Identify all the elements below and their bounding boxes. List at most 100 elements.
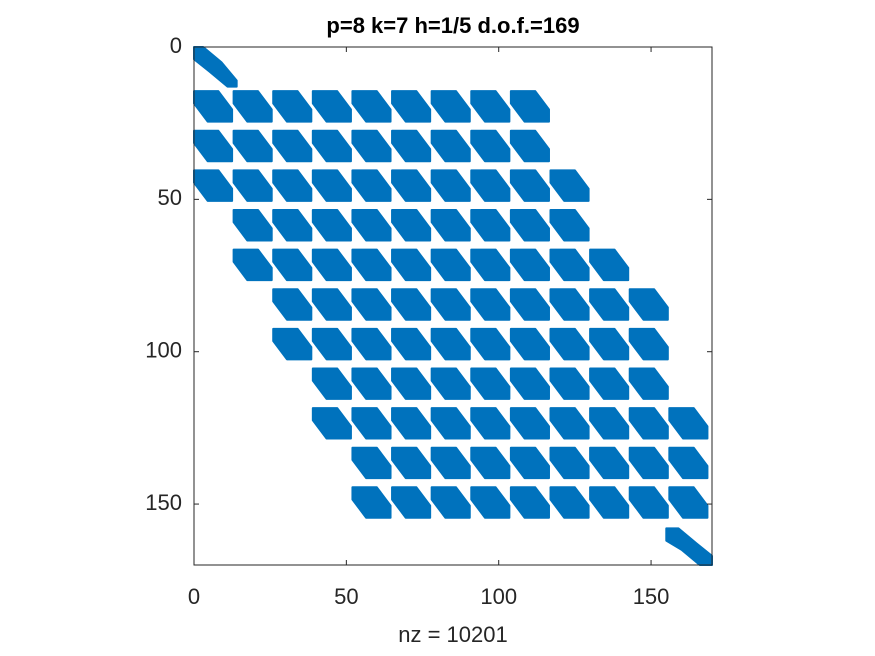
nonzero-block bbox=[549, 288, 590, 321]
nonzero-block bbox=[193, 46, 238, 88]
axes-box bbox=[193, 46, 713, 566]
nonzero-block bbox=[430, 169, 471, 202]
nonzero-block bbox=[430, 407, 471, 440]
nonzero-block bbox=[391, 209, 432, 242]
nonzero-block bbox=[628, 288, 669, 321]
nonzero-block bbox=[628, 407, 669, 440]
nonzero-block bbox=[589, 407, 630, 440]
nonzero-block bbox=[470, 90, 511, 123]
nonzero-block bbox=[589, 367, 630, 400]
nonzero-block bbox=[311, 327, 352, 361]
nonzero-block bbox=[668, 486, 709, 519]
nonzero-block bbox=[311, 129, 352, 163]
nonzero-block bbox=[470, 169, 511, 202]
nonzero-block bbox=[589, 288, 630, 321]
nonzero-block bbox=[509, 486, 550, 519]
nonzero-block bbox=[391, 367, 432, 400]
x-axis-label: nz = 10201 bbox=[398, 622, 507, 647]
nonzero-block bbox=[589, 446, 630, 480]
nonzero-block bbox=[430, 446, 471, 480]
x-tick-label: 0 bbox=[188, 584, 200, 609]
nonzero-block bbox=[549, 327, 590, 361]
nonzero-block bbox=[509, 327, 550, 361]
nonzero-block bbox=[470, 248, 511, 282]
y-tick-label: 150 bbox=[145, 490, 182, 515]
nonzero-block bbox=[549, 169, 590, 202]
nonzero-block bbox=[470, 327, 511, 361]
nonzero-block bbox=[391, 486, 432, 519]
nonzero-block bbox=[509, 169, 550, 202]
nonzero-block bbox=[549, 248, 590, 282]
y-tick-label: 0 bbox=[170, 33, 182, 58]
nonzero-block bbox=[549, 367, 590, 400]
nonzero-block bbox=[549, 486, 590, 519]
nonzero-block bbox=[470, 446, 511, 480]
nonzero-block bbox=[272, 209, 313, 242]
nonzero-block bbox=[232, 169, 273, 202]
nonzero-block bbox=[311, 248, 352, 282]
nonzero-block bbox=[430, 90, 471, 123]
nonzero-block bbox=[430, 327, 471, 361]
nonzero-block bbox=[509, 367, 550, 400]
nonzero-block bbox=[311, 288, 352, 321]
nonzero-block bbox=[509, 209, 550, 242]
nonzero-block bbox=[470, 209, 511, 242]
nonzero-block bbox=[311, 209, 352, 242]
nonzero-block bbox=[351, 327, 392, 361]
y-tick-label: 100 bbox=[145, 338, 182, 363]
nonzero-block bbox=[470, 129, 511, 163]
nonzero-block bbox=[509, 288, 550, 321]
nonzero-block bbox=[272, 327, 313, 361]
nonzero-block bbox=[351, 209, 392, 242]
nonzero-block bbox=[391, 129, 432, 163]
nonzero-block bbox=[509, 446, 550, 480]
nonzero-block bbox=[470, 486, 511, 519]
nonzero-block bbox=[589, 248, 630, 282]
chart-title: p=8 k=7 h=1/5 d.o.f.=169 bbox=[326, 13, 579, 38]
nonzero-block bbox=[272, 129, 313, 163]
nonzero-block bbox=[311, 407, 352, 440]
nonzero-block bbox=[311, 169, 352, 202]
nonzero-block bbox=[391, 90, 432, 123]
nonzero-block bbox=[589, 327, 630, 361]
nonzero-block bbox=[628, 486, 669, 519]
nonzero-block bbox=[351, 367, 392, 400]
nonzero-block bbox=[549, 209, 590, 242]
nonzero-block bbox=[391, 248, 432, 282]
nonzero-block bbox=[351, 248, 392, 282]
x-tick-label: 100 bbox=[480, 584, 517, 609]
nonzero-block bbox=[232, 209, 273, 242]
nonzero-block bbox=[272, 169, 313, 202]
nonzero-block bbox=[509, 248, 550, 282]
x-tick-label: 50 bbox=[334, 584, 358, 609]
nonzero-block bbox=[509, 129, 550, 163]
nonzero-block bbox=[668, 407, 709, 440]
nonzero-block bbox=[351, 486, 392, 519]
nonzero-block bbox=[470, 367, 511, 400]
nonzero-block bbox=[430, 129, 471, 163]
nonzero-block bbox=[628, 367, 669, 400]
nonzero-block bbox=[351, 288, 392, 321]
nonzero-block bbox=[430, 486, 471, 519]
nonzero-block bbox=[351, 446, 392, 480]
nonzero-block bbox=[430, 367, 471, 400]
nonzero-block bbox=[391, 169, 432, 202]
nonzero-block bbox=[391, 446, 432, 480]
nonzero-block bbox=[549, 407, 590, 440]
x-tick-label: 150 bbox=[633, 584, 670, 609]
nonzero-block bbox=[351, 129, 392, 163]
y-tick-label: 50 bbox=[158, 185, 182, 210]
nonzero-block bbox=[311, 367, 352, 400]
nonzero-block bbox=[391, 327, 432, 361]
nonzero-block bbox=[391, 407, 432, 440]
nonzero-block bbox=[391, 288, 432, 321]
nonzero-block bbox=[589, 486, 630, 519]
nonzero-block bbox=[430, 288, 471, 321]
nonzero-block bbox=[351, 90, 392, 123]
nonzero-block bbox=[232, 248, 273, 282]
nonzero-block bbox=[668, 446, 709, 480]
nonzero-block bbox=[311, 90, 352, 123]
nonzero-block bbox=[272, 288, 313, 321]
